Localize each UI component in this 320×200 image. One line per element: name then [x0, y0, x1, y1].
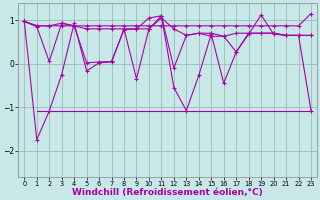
X-axis label: Windchill (Refroidissement éolien,°C): Windchill (Refroidissement éolien,°C)	[72, 188, 263, 197]
